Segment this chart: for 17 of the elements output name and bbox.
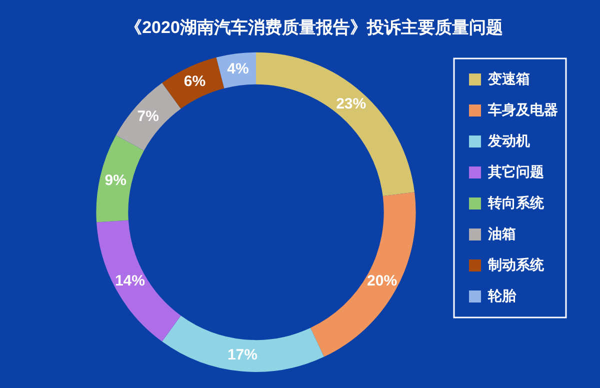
legend-label: 发动机	[487, 132, 530, 148]
chart-title: 《2020湖南汽车消费质量报告》投诉主要质量问题	[125, 18, 503, 37]
data-label: 4%	[227, 60, 249, 78]
legend-label: 转向系统	[487, 194, 545, 210]
legend-label: 油箱	[487, 225, 516, 242]
data-label: 6%	[184, 73, 206, 90]
data-label: 14%	[114, 272, 145, 290]
legend-label: 变速箱	[487, 70, 530, 86]
data-label: 7%	[137, 108, 159, 126]
legend-label: 其它问题	[487, 163, 544, 180]
legend-label: 轮胎	[487, 287, 517, 304]
legend-label: 制动系统	[487, 256, 545, 272]
data-label: 9%	[104, 172, 126, 189]
data-label: 23%	[336, 95, 366, 112]
legend-label: 车身及电器	[487, 101, 558, 118]
data-label: 17%	[227, 346, 258, 364]
data-label: 20%	[367, 272, 398, 290]
